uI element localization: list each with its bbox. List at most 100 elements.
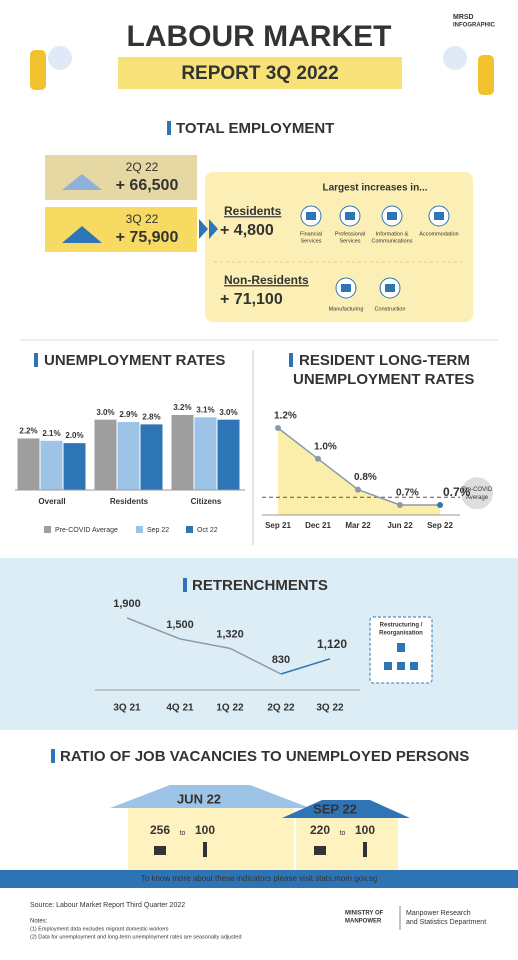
heading-marker bbox=[289, 353, 293, 367]
data-label: 2.9% bbox=[119, 410, 137, 419]
x-tick-label: Dec 21 bbox=[305, 521, 331, 530]
decoration bbox=[443, 46, 467, 70]
increase-panel bbox=[205, 172, 473, 322]
bar bbox=[117, 422, 140, 490]
chart-title: UNEMPLOYMENT RATES bbox=[293, 371, 474, 388]
panel-heading: Largest increases in... bbox=[322, 183, 427, 194]
vacancies: 256 bbox=[150, 823, 170, 837]
data-label: 0.7% bbox=[396, 488, 419, 499]
bar bbox=[140, 424, 163, 490]
footer-bar bbox=[0, 870, 518, 888]
vacancies: 220 bbox=[310, 823, 330, 837]
title: LABOUR MARKET bbox=[127, 20, 392, 53]
source: Source: Labour Market Report Third Quart… bbox=[30, 902, 185, 909]
joiner: to bbox=[180, 830, 186, 837]
heading-marker bbox=[167, 121, 171, 135]
note: (2) Data for unemployment and long-term … bbox=[30, 934, 242, 940]
unemployed: 100 bbox=[195, 823, 215, 837]
data-label: 0.7% bbox=[443, 485, 471, 499]
data-label: 1,500 bbox=[166, 619, 194, 631]
heading-marker bbox=[51, 749, 55, 763]
industry-label: Services bbox=[300, 238, 321, 244]
x-tick-label: Sep 22 bbox=[427, 521, 453, 530]
org-icon bbox=[410, 662, 418, 670]
x-tick-label: Sep 21 bbox=[265, 521, 291, 530]
group-name: Residents bbox=[224, 204, 282, 218]
quarter-box bbox=[45, 155, 197, 200]
data-label: 2.2% bbox=[19, 427, 37, 436]
person-icon bbox=[203, 842, 207, 857]
x-tick-label: Citizens bbox=[191, 497, 222, 506]
legend-label: Oct 22 bbox=[197, 527, 218, 534]
industry-icon bbox=[434, 212, 444, 220]
industry-icon bbox=[385, 284, 395, 292]
industry-icon bbox=[387, 212, 397, 220]
point bbox=[355, 486, 361, 493]
notes-heading: Notes: bbox=[30, 919, 48, 925]
unemployed: 100 bbox=[355, 823, 375, 837]
data-label: 2.0% bbox=[65, 431, 83, 440]
period-label: SEP 22 bbox=[313, 801, 357, 816]
x-tick-label: 2Q 22 bbox=[267, 703, 295, 714]
subtitle: REPORT 3Q 2022 bbox=[181, 63, 338, 84]
industry-icon bbox=[341, 284, 351, 292]
bar bbox=[171, 415, 194, 490]
x-tick-label: 3Q 22 bbox=[316, 703, 344, 714]
x-tick-label: Overall bbox=[38, 497, 65, 506]
data-label: 1,320 bbox=[216, 628, 244, 640]
data-label: 1,120 bbox=[317, 637, 347, 651]
heading-marker bbox=[34, 353, 38, 367]
point bbox=[437, 502, 443, 508]
joiner: to bbox=[340, 830, 346, 837]
period-label: JUN 22 bbox=[177, 791, 221, 806]
quarter-change: + 66,500 bbox=[116, 177, 179, 194]
reference-label: Average bbox=[466, 495, 489, 501]
house bbox=[296, 818, 398, 870]
industry-label: Services bbox=[339, 238, 360, 244]
subtitle-banner bbox=[118, 57, 402, 89]
industry-icon bbox=[306, 212, 316, 220]
bar bbox=[17, 438, 40, 490]
legend-swatch bbox=[44, 526, 51, 533]
decoration bbox=[48, 46, 72, 70]
bar bbox=[63, 443, 86, 490]
ministry: MINISTRY OF bbox=[345, 911, 384, 917]
data-label: 3.1% bbox=[196, 405, 214, 414]
group-name: Non-Residents bbox=[224, 273, 309, 287]
quarter-label: 2Q 22 bbox=[126, 160, 159, 174]
data-label: 3.0% bbox=[219, 408, 237, 417]
footer-link: To know more about these indicators plea… bbox=[141, 874, 377, 883]
section-heading: RATIO OF JOB VACANCIES TO UNEMPLOYED PER… bbox=[60, 748, 469, 765]
industry-label: Information & bbox=[376, 231, 409, 237]
area bbox=[278, 428, 440, 515]
chart-title: UNEMPLOYMENT RATES bbox=[44, 352, 225, 369]
up-arrow bbox=[62, 226, 102, 243]
bar bbox=[194, 417, 217, 490]
org-icon bbox=[397, 643, 405, 652]
house bbox=[128, 808, 294, 870]
quarter-box bbox=[45, 207, 197, 252]
quarter-label: 3Q 22 bbox=[126, 212, 159, 226]
department: Manpower Research bbox=[406, 910, 471, 917]
heading-marker bbox=[183, 578, 187, 592]
up-arrow bbox=[62, 174, 102, 190]
pointer bbox=[209, 219, 218, 239]
department: and Statistics Department bbox=[406, 919, 486, 926]
legend-swatch bbox=[186, 526, 193, 533]
data-label: 2.8% bbox=[142, 412, 160, 421]
reference-label: Pre-COVID bbox=[462, 487, 493, 493]
group-change: + 71,100 bbox=[220, 291, 283, 308]
group-change: + 4,800 bbox=[220, 222, 274, 239]
line bbox=[126, 617, 282, 675]
point bbox=[397, 502, 403, 508]
x-tick-label: 1Q 22 bbox=[216, 703, 244, 714]
bar bbox=[94, 419, 117, 490]
x-tick-label: 4Q 21 bbox=[166, 703, 194, 714]
section-heading: TOTAL EMPLOYMENT bbox=[176, 120, 334, 137]
person-icon bbox=[30, 50, 46, 90]
x-tick-label: 3Q 21 bbox=[113, 703, 141, 714]
org-icon bbox=[397, 662, 405, 670]
chart-title: RESIDENT LONG-TERM bbox=[299, 352, 470, 369]
briefcase-icon bbox=[314, 846, 326, 855]
